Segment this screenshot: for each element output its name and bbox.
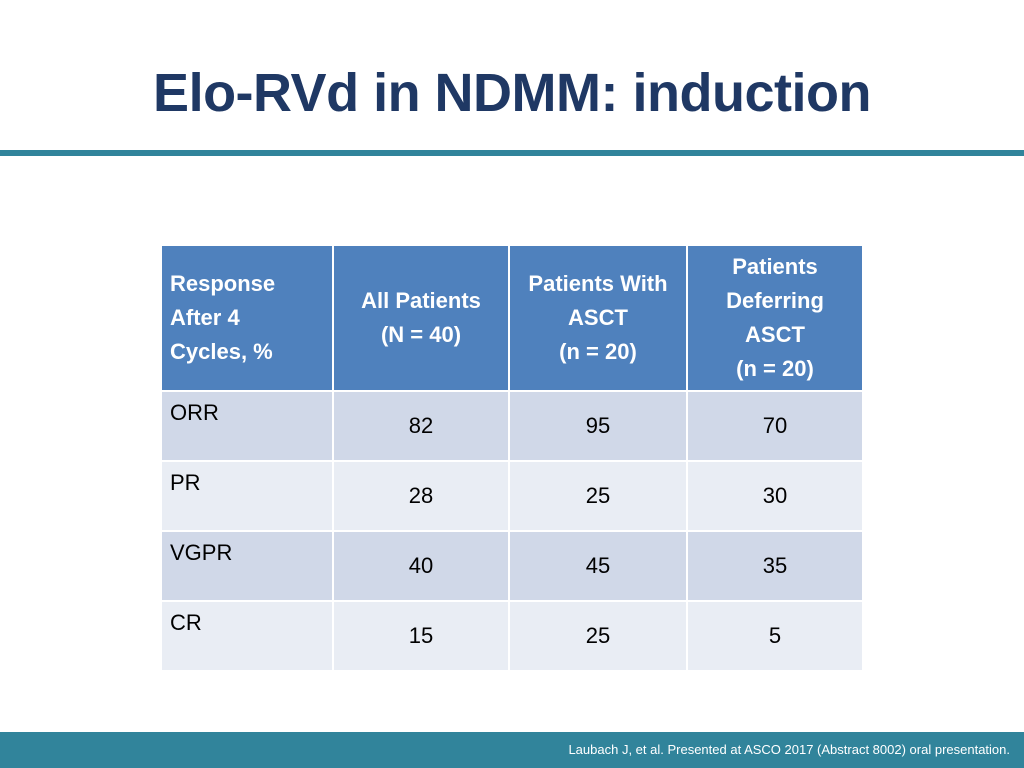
cell-value: 30 <box>688 462 862 532</box>
table-row: VGPR 40 45 35 <box>162 532 862 602</box>
table-header-row: Response After 4 Cycles, % All Patients … <box>162 246 862 392</box>
row-label: ORR <box>162 392 334 462</box>
cell-value: 95 <box>510 392 688 462</box>
response-table: Response After 4 Cycles, % All Patients … <box>162 246 862 672</box>
footer-bar: Laubach J, et al. Presented at ASCO 2017… <box>0 732 1024 768</box>
table-row: ORR 82 95 70 <box>162 392 862 462</box>
header-with-asct: Patients With ASCT (n = 20) <box>510 246 688 392</box>
cell-value: 25 <box>510 602 688 672</box>
header-deferring-asct: Patients Deferring ASCT (n = 20) <box>688 246 862 392</box>
row-label: PR <box>162 462 334 532</box>
cell-value: 40 <box>334 532 510 602</box>
cell-value: 70 <box>688 392 862 462</box>
cell-value: 35 <box>688 532 862 602</box>
table-row: PR 28 25 30 <box>162 462 862 532</box>
cell-value: 28 <box>334 462 510 532</box>
cell-value: 82 <box>334 392 510 462</box>
row-label: VGPR <box>162 532 334 602</box>
header-all-patients: All Patients (N = 40) <box>334 246 510 392</box>
cell-value: 45 <box>510 532 688 602</box>
cell-value: 25 <box>510 462 688 532</box>
cell-value: 5 <box>688 602 862 672</box>
title-divider <box>0 150 1024 156</box>
table-row: CR 15 25 5 <box>162 602 862 672</box>
slide-title: Elo-RVd in NDMM: induction <box>153 63 871 123</box>
cell-value: 15 <box>334 602 510 672</box>
header-response: Response After 4 Cycles, % <box>162 246 334 392</box>
row-label: CR <box>162 602 334 672</box>
citation-text: Laubach J, et al. Presented at ASCO 2017… <box>568 742 1010 757</box>
